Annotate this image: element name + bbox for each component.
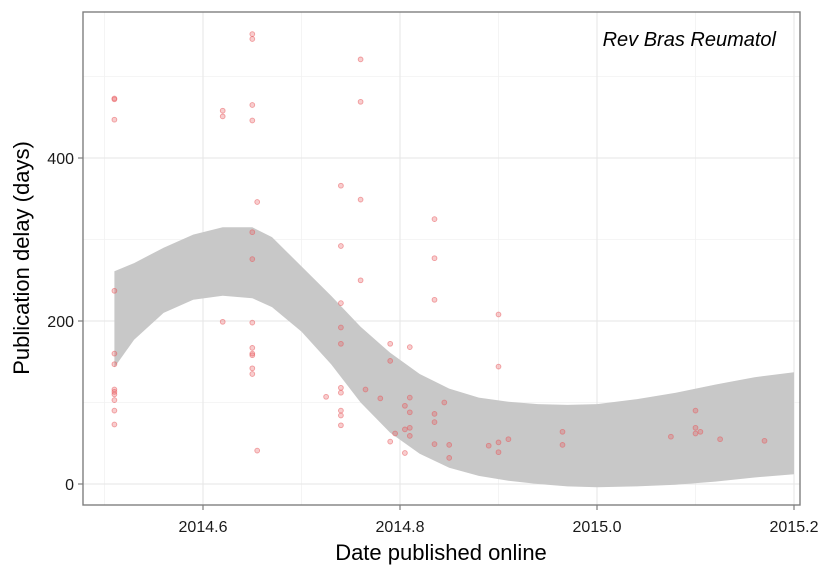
x-tick-label: 2014.8 [376,519,425,536]
data-point [387,358,394,364]
data-point [431,296,438,303]
data-point [387,438,394,445]
data-point [111,96,118,103]
data-point [387,340,394,347]
x-tick-label: 2015.2 [770,519,819,536]
data-point [431,419,438,425]
data-point [111,397,118,403]
data-point [338,389,344,396]
data-point [357,56,364,63]
data-point [559,428,566,435]
data-point [249,352,256,359]
data-point [431,411,438,417]
data-point [338,243,344,249]
data-point [111,116,118,123]
data-point [249,36,256,42]
x-tick-label: 2014.6 [179,519,228,536]
data-point [357,277,364,284]
data-point [249,365,256,372]
x-axis-title: Date published online [335,540,547,565]
data-point [697,428,704,435]
data-point [219,318,226,325]
data-point [402,426,408,433]
data-point [402,402,408,409]
data-point [338,412,344,419]
data-point [392,430,398,437]
data-point [431,255,438,262]
y-tick-label: 200 [47,314,74,331]
y-axis-title: Publication delay (days) [9,141,34,375]
data-point [219,107,226,114]
data-point [668,433,674,440]
data-point [249,319,256,326]
data-point [249,31,256,37]
data-point [406,409,413,416]
confidence-ribbon [114,227,794,488]
data-point [249,371,256,377]
data-point [446,455,453,461]
data-point [111,350,118,357]
data-point [357,196,364,203]
data-point [338,300,344,306]
data-point [249,229,256,236]
data-point [431,216,438,222]
data-point [402,450,408,456]
y-tick-label: 0 [65,477,74,494]
data-point [249,256,256,262]
y-tick-label: 400 [47,151,74,168]
data-point [249,350,256,357]
data-point [323,393,329,400]
x-tick-label: 2015.0 [573,519,622,536]
data-point [338,340,344,347]
data-point [338,324,344,331]
data-point [249,117,256,124]
data-point [111,287,118,294]
data-point [446,442,453,448]
data-point [505,436,512,443]
data-point [249,102,256,108]
data-point [357,98,364,105]
data-point [495,439,502,446]
data-point [111,361,118,368]
data-point [406,394,413,401]
data-point [338,407,344,414]
data-point [495,311,502,318]
data-points [111,31,768,461]
data-point [254,447,261,454]
data-point [495,363,502,370]
data-point [377,395,384,402]
data-point [219,113,226,120]
data-point [406,344,413,350]
data-point [431,441,438,447]
data-point [441,399,448,406]
minor-grid [83,12,800,505]
plot-border [82,11,801,506]
data-point [338,384,344,391]
data-point [338,182,344,189]
data-point [111,407,118,414]
data-point [495,449,502,456]
data-point [249,345,256,351]
data-point [254,199,261,205]
data-point [717,436,723,443]
x-axis: 2014.6 2014.8 2015.0 2015.2 [179,505,819,536]
data-point [111,391,118,398]
data-point [338,422,344,429]
data-point [362,386,369,393]
data-point [692,407,699,414]
data-point [406,424,413,431]
data-point [761,437,768,444]
data-point [692,424,699,431]
data-point [692,430,699,437]
data-point [559,442,566,448]
y-axis: 0 200 400 [47,151,83,494]
data-point [485,442,492,449]
data-point [406,433,413,439]
chart-annotation: Rev Bras Reumatol [603,29,777,51]
data-point [111,421,118,428]
